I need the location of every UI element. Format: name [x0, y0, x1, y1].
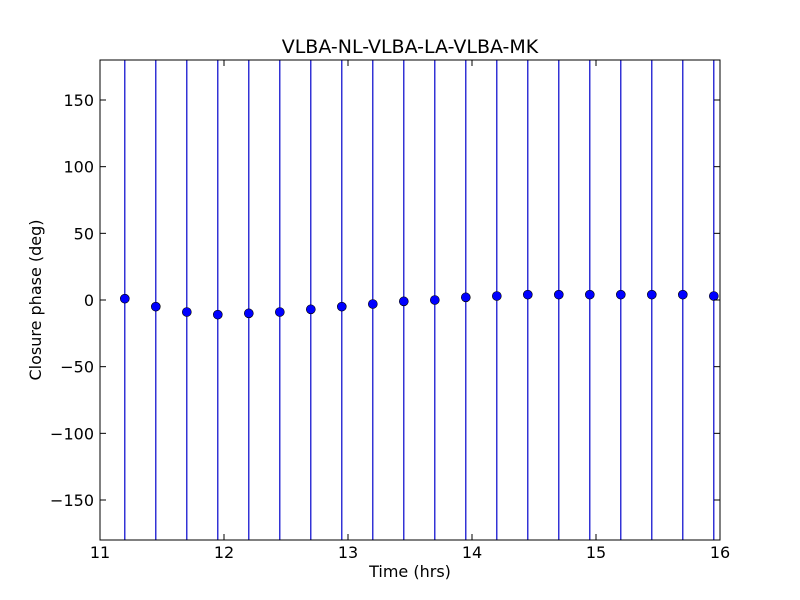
data-point-7 [336, 301, 347, 312]
data-point-11 [460, 292, 471, 303]
data-point-19 [708, 291, 719, 301]
plot-area: 11 12 13 14 15 16 −150 −100 −50 0 50 100 150 [50, 59, 730, 562]
data-point-16 [615, 289, 626, 300]
y-axis-title: Closure phase (deg) [26, 219, 45, 380]
data-point-18 [677, 289, 688, 300]
data-point-5 [274, 307, 285, 317]
x-tick-label: 16 [710, 543, 730, 562]
y-tick-label: −50 [60, 358, 94, 377]
y-tick-label: 50 [74, 224, 94, 243]
y-tick-label: −150 [50, 491, 94, 510]
data-point-1 [151, 301, 161, 312]
data-point-3 [213, 309, 223, 320]
y-tick-label: 0 [84, 291, 94, 310]
y-tick-label: 100 [63, 158, 94, 177]
data-point-12 [491, 291, 502, 301]
chart-title: VLBA-NL-VLBA-LA-VLBA-MK [282, 36, 539, 58]
data-point-8 [367, 299, 378, 309]
data-point-15 [584, 289, 595, 300]
x-axis-title: Time (hrs) [368, 562, 451, 581]
data-point-9 [398, 296, 409, 307]
data-point-4 [244, 308, 254, 319]
x-tick-label: 12 [214, 543, 234, 562]
data-point-0 [120, 293, 130, 304]
data-point-2 [182, 307, 192, 317]
data-point-13 [522, 289, 533, 300]
data-point-6 [305, 304, 316, 315]
x-tick-label: 15 [586, 543, 606, 562]
x-tick-label: 13 [338, 543, 358, 562]
data-point-10 [429, 295, 440, 305]
data-point-14 [553, 289, 564, 300]
y-tick-label: 150 [63, 91, 94, 110]
y-tick-label: −100 [50, 424, 94, 443]
x-tick-label: 14 [462, 543, 482, 562]
data-point-17 [646, 289, 657, 300]
x-tick-label: 11 [90, 543, 110, 562]
